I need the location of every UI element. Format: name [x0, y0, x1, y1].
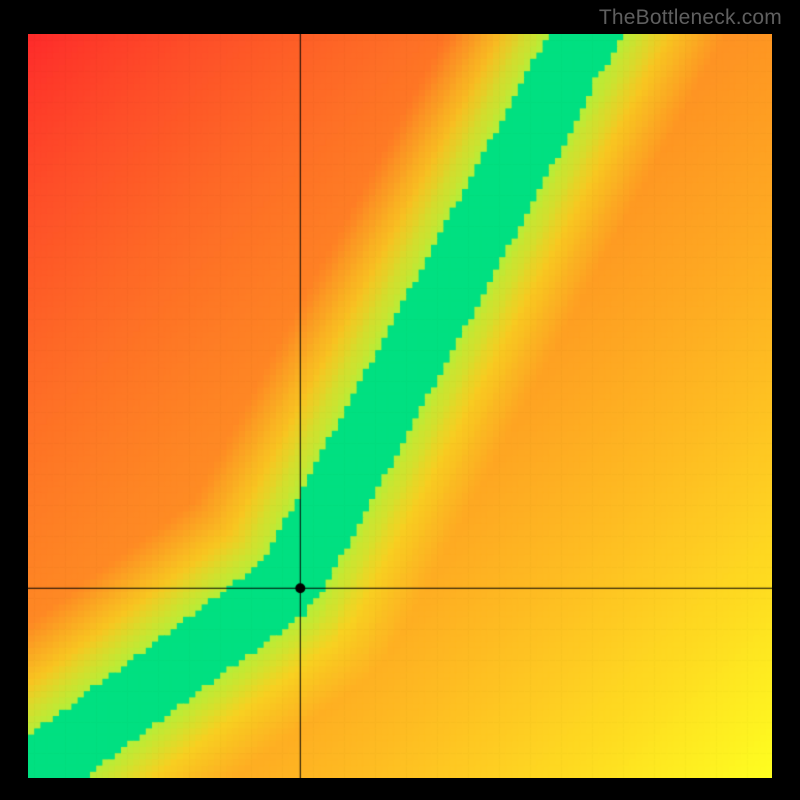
- watermark-text: TheBottleneck.com: [599, 6, 782, 30]
- heatmap-canvas: [28, 34, 772, 778]
- page-container: TheBottleneck.com: [0, 0, 800, 800]
- heatmap-plot: [28, 34, 772, 778]
